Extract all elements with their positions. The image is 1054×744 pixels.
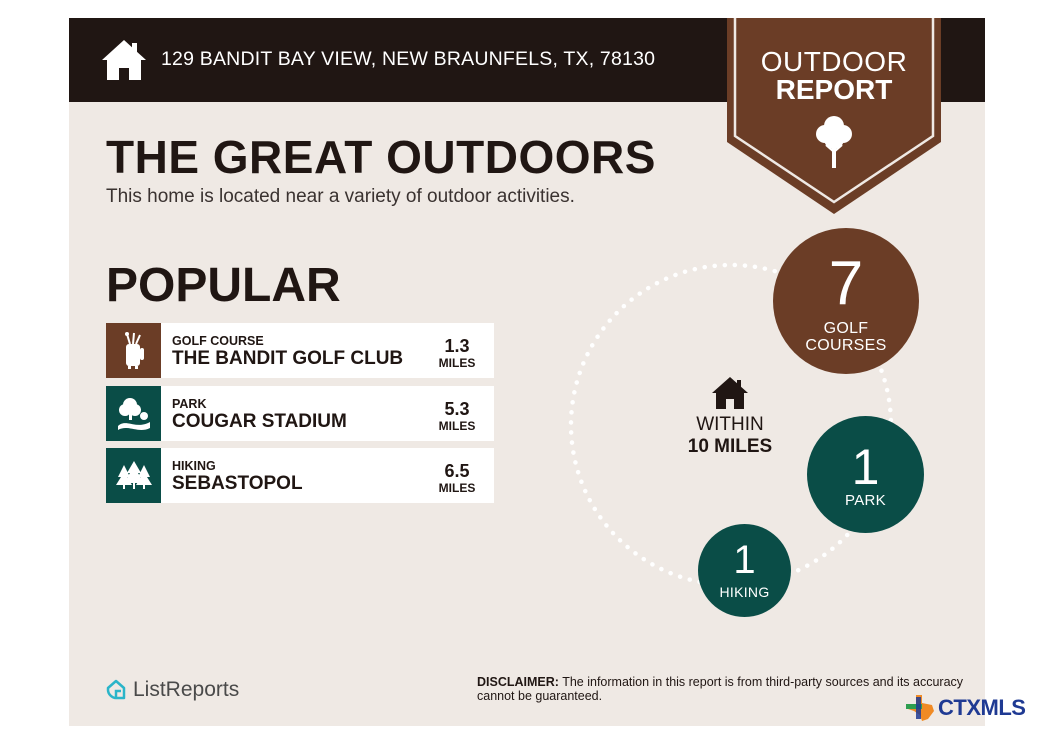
page-subtitle: This home is located near a variety of o…: [106, 186, 575, 207]
hiking-count-circle: 1 HIKING: [698, 524, 791, 617]
popular-item-golf: GOLF COURSE THE BANDIT GOLF CLUB 1.3 MIL…: [106, 323, 494, 378]
golf-courses-count: 7: [828, 249, 864, 318]
park-count: 1: [851, 439, 880, 495]
disclaimer: DISCLAIMER: The information in this repo…: [477, 675, 967, 703]
listreports-logo: ListReports: [105, 676, 239, 704]
home-icon: [712, 377, 748, 409]
hiking-icon-box: [106, 448, 161, 503]
property-address: 129 BANDIT BAY VIEW, NEW BRAUNFELS, TX, …: [161, 48, 656, 70]
within-label: WITHIN: [696, 414, 764, 435]
item-category: HIKING: [172, 459, 216, 473]
outdoor-report-badge: OUTDOOR REPORT: [727, 18, 941, 214]
golf-courses-count-circle: 7 GOLF COURSES: [773, 228, 919, 374]
park-label: PARK: [845, 492, 886, 509]
hiking-label: HIKING: [719, 584, 770, 600]
golf-label-line2: COURSES: [805, 337, 887, 354]
disclaimer-text: The information in this report is from t…: [477, 675, 964, 703]
brand-name: ListReports: [133, 678, 240, 701]
popular-item-hiking: HIKING SEBASTOPOL 6.5 MILES: [106, 448, 494, 503]
home-icon: [102, 40, 146, 80]
item-distance: 5.3: [444, 399, 470, 419]
item-distance-unit: MILES: [438, 481, 476, 495]
golf-bag-icon: [124, 331, 144, 369]
item-category: GOLF COURSE: [172, 334, 264, 348]
badge-title-line2: REPORT: [775, 74, 893, 105]
popular-item-park: PARK COUGAR STADIUM 5.3 MILES: [106, 386, 494, 441]
item-name: SEBASTOPOL: [172, 473, 303, 494]
park-count-circle: 1 PARK: [807, 416, 924, 533]
within-distance: 10 MILES: [687, 436, 773, 457]
pine-trees-icon: [115, 460, 152, 489]
hiking-count: 1: [733, 538, 756, 582]
popular-heading: POPULAR: [106, 259, 341, 312]
texas-map-icon: [906, 695, 934, 721]
golf-icon-box: [106, 323, 161, 378]
tree-icon: [816, 116, 852, 168]
item-distance-unit: MILES: [438, 356, 476, 370]
park-icon-box: [106, 386, 161, 441]
ctxmls-logo: CTXMLS: [906, 690, 1026, 726]
badge-title-line1: OUTDOOR: [760, 46, 908, 77]
golf-label-line1: GOLF: [823, 320, 869, 337]
disclaimer-label: DISCLAIMER:: [477, 675, 559, 689]
park-icon: [117, 397, 150, 430]
item-distance-unit: MILES: [438, 419, 476, 433]
item-category: PARK: [172, 397, 207, 411]
ctxmls-text: CTXMLS: [938, 695, 1026, 720]
listreports-logo-icon: [106, 679, 126, 700]
item-name: THE BANDIT GOLF CLUB: [172, 348, 404, 369]
item-distance: 6.5: [444, 461, 470, 481]
item-name: COUGAR STADIUM: [172, 411, 347, 432]
report-card: 129 BANDIT BAY VIEW, NEW BRAUNFELS, TX, …: [69, 18, 985, 726]
item-distance: 1.3: [444, 336, 470, 356]
page-title: THE GREAT OUTDOORS: [106, 131, 656, 183]
golf-courses-label: GOLF COURSES: [773, 320, 919, 354]
